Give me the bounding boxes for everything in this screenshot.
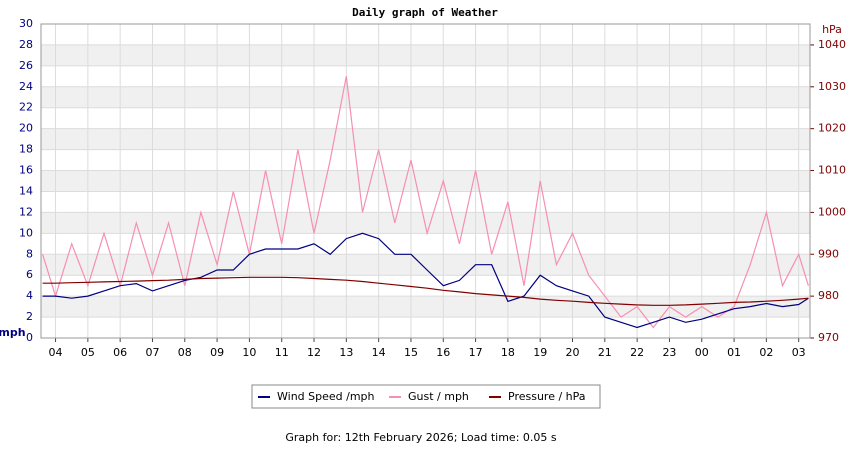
x-tick-label: 01	[727, 346, 741, 359]
x-tick-label: 02	[759, 346, 773, 359]
x-tick-label: 08	[178, 346, 192, 359]
x-tick-label: 07	[145, 346, 159, 359]
y-tick-label: 28	[19, 38, 33, 51]
y-tick-label: 18	[19, 143, 33, 156]
x-tick-label: 04	[49, 346, 63, 359]
x-tick-label: 15	[404, 346, 418, 359]
y2-tick-label: 980	[818, 289, 839, 302]
x-tick-label: 05	[81, 346, 95, 359]
chart-title: Daily graph of Weather	[352, 6, 498, 19]
grid-band	[41, 170, 810, 192]
y2-tick-label: 990	[818, 247, 839, 260]
legend-label: Gust / mph	[408, 390, 469, 403]
y2-tick-label: 1030	[818, 80, 846, 93]
series-line	[42, 232, 809, 329]
y-tick-label: 24	[19, 80, 33, 93]
y-tick-label: 4	[26, 289, 33, 302]
x-tick-label: 22	[630, 346, 644, 359]
legend-label: Pressure / hPa	[508, 390, 586, 403]
x-tick-label: 03	[792, 346, 806, 359]
grid-band	[41, 212, 810, 234]
x-tick-label: 11	[275, 346, 289, 359]
y-tick-label: 22	[19, 101, 33, 114]
y-tick-label: 0	[26, 331, 33, 344]
x-tick-label: 18	[501, 346, 515, 359]
x-tick-label: 17	[469, 346, 483, 359]
plot-frame	[40, 23, 811, 339]
y-tick-label: 8	[26, 247, 33, 260]
grid-band	[41, 296, 810, 318]
x-tick-label: 12	[307, 346, 321, 359]
y-tick-label: 30	[19, 17, 33, 30]
grid-band	[41, 44, 810, 66]
y-tick-label: 10	[19, 226, 33, 239]
grid-band	[41, 254, 810, 276]
footer: Graph for: 12th February 2026; Load time…	[285, 431, 557, 444]
x-tick-label: 00	[695, 346, 709, 359]
legend-label: Wind Speed /mph	[277, 390, 375, 403]
x-tick-label: 13	[339, 346, 353, 359]
y-axis-label: mph	[0, 326, 26, 339]
y2-tick-label: 1010	[818, 164, 846, 177]
y2-tick-label: 1000	[818, 205, 846, 218]
grid-band	[41, 86, 810, 108]
x-tick-label: 16	[436, 346, 450, 359]
grid-band	[41, 128, 810, 150]
y-tick-label: 16	[19, 164, 33, 177]
legend-box	[251, 384, 601, 409]
x-tick-label: 21	[598, 346, 612, 359]
x-tick-label: 20	[566, 346, 580, 359]
x-tick-label: 19	[533, 346, 547, 359]
y2-tick-label: 970	[818, 331, 839, 344]
y-tick-label: 12	[19, 205, 33, 218]
x-tick-label: 06	[113, 346, 127, 359]
y2-tick-label: 1040	[818, 38, 846, 51]
y2-axis-label: hPa	[822, 23, 842, 36]
x-tick-label: 23	[662, 346, 676, 359]
y-tick-label: 14	[19, 184, 33, 197]
x-tick-label: 09	[210, 346, 224, 359]
y-tick-label: 2	[26, 310, 33, 323]
y-tick-label: 6	[26, 268, 33, 281]
y-tick-label: 26	[19, 59, 33, 72]
x-tick-label: 14	[372, 346, 386, 359]
x-tick-label: 10	[242, 346, 256, 359]
series-line	[42, 276, 809, 306]
y2-tick-label: 1020	[818, 122, 846, 135]
series-line	[42, 76, 809, 329]
y-tick-label: 20	[19, 122, 33, 135]
